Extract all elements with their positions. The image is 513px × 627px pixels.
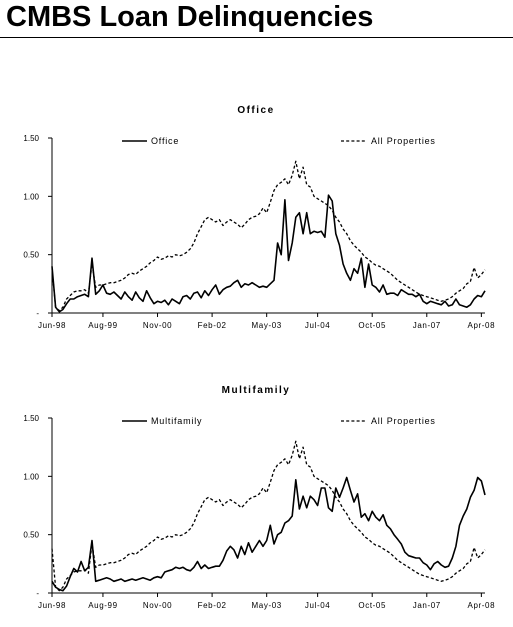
y-tick-label: 0.50 (23, 531, 39, 540)
y-tick-label: 1.00 (23, 472, 39, 481)
x-tick-label: Feb-02 (198, 321, 227, 330)
legend-label-multifamily: Multifamily (151, 416, 202, 426)
x-tick-label: Jun-98 (38, 321, 66, 330)
y-tick-label: - (36, 309, 39, 318)
chart-title: Multifamily (222, 385, 291, 396)
x-tick-label: Jul-04 (305, 601, 330, 610)
series-line-all-properties (51, 440, 486, 592)
y-tick-label: - (36, 589, 39, 598)
x-tick-label: Jun-98 (38, 601, 66, 610)
x-tick-label: Oct-05 (358, 601, 386, 610)
y-tick-label: 0.50 (23, 251, 39, 260)
y-tick-label: 1.00 (23, 192, 39, 201)
chart-title: Office (237, 105, 274, 116)
office-chart: Office - 0.50 1.00 1.50 Jun-98 Aug-99 Nov-00 Feb… (23, 105, 496, 330)
legend-label-all-properties: All Properties (371, 416, 436, 426)
title-divider (0, 37, 513, 38)
x-tick-label: Feb-02 (198, 601, 227, 610)
x-tick-label: Jan-07 (413, 601, 441, 610)
x-tick-label: Apr-08 (468, 601, 496, 610)
legend-label-all-properties: All Properties (371, 136, 436, 146)
page-title: CMBS Loan Delinquencies (6, 1, 374, 33)
legend-label-office: Office (151, 136, 179, 146)
x-tick-label: May-03 (252, 321, 282, 330)
x-tick-label: Aug-99 (88, 321, 117, 330)
x-tick-label: Aug-99 (88, 601, 117, 610)
series-line-all-properties (51, 160, 486, 312)
x-tick-label: Nov-00 (143, 601, 172, 610)
series-line-multifamily (51, 476, 486, 592)
multifamily-chart: Multifamily - 0.50 1.00 1.50 Jun-98 Aug-99 Nov-… (23, 385, 496, 610)
x-tick-label: Jul-04 (305, 321, 330, 330)
x-tick-label: Oct-05 (358, 321, 386, 330)
x-tick-label: Apr-08 (468, 321, 496, 330)
x-tick-label: Nov-00 (143, 321, 172, 330)
x-tick-label: May-03 (252, 601, 282, 610)
y-tick-label: 1.50 (23, 134, 39, 143)
series-line-office (51, 194, 486, 313)
y-tick-label: 1.50 (23, 414, 39, 423)
x-tick-label: Jan-07 (413, 321, 441, 330)
